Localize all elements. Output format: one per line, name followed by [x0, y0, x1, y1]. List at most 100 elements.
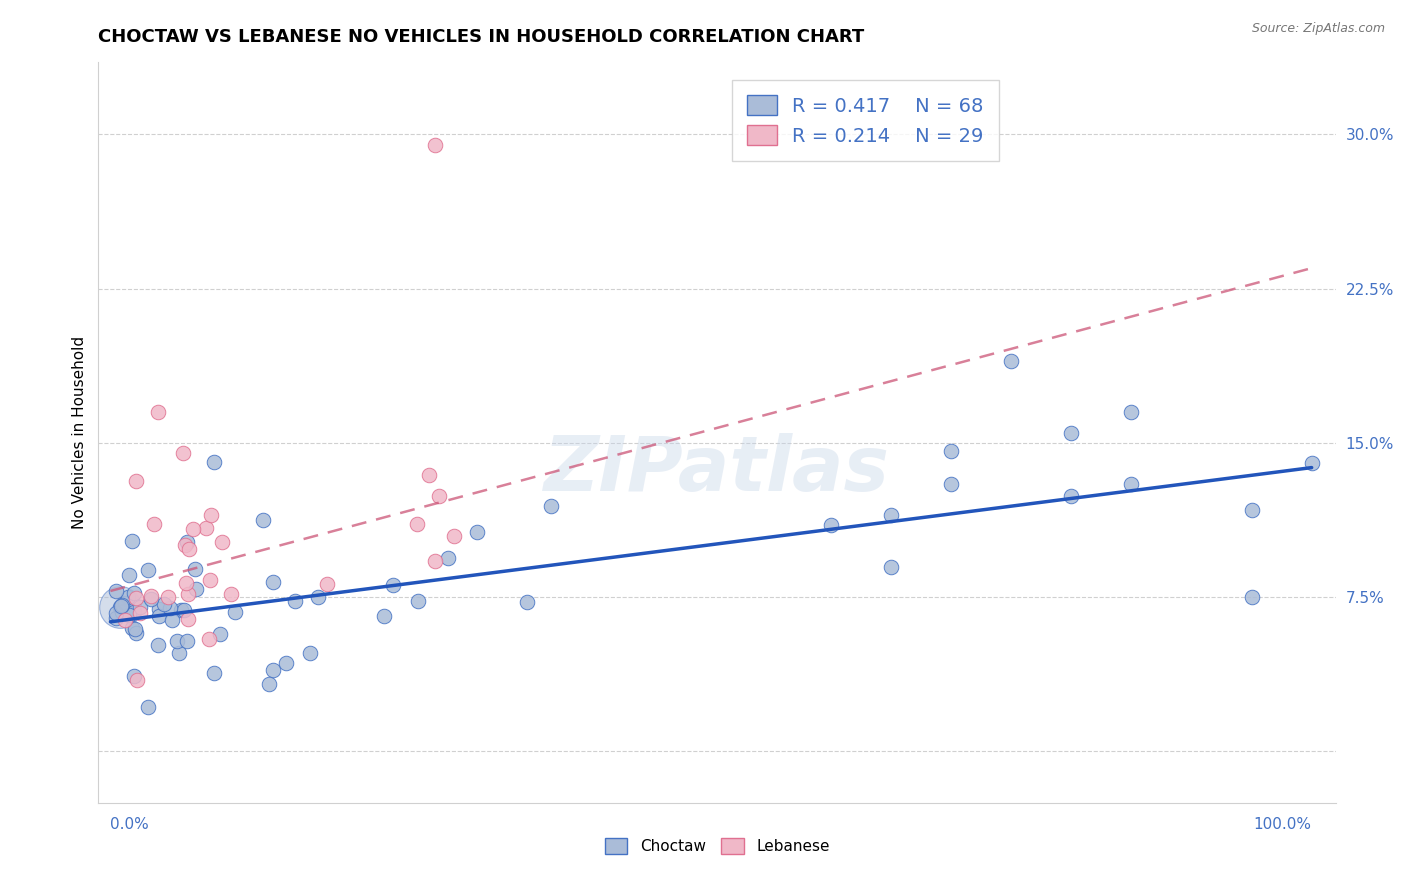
Point: [124, 622, 146, 636]
Point: [540, 499, 562, 513]
Point: [157, 591, 180, 605]
Point: [105, 583, 128, 598]
Point: [118, 607, 141, 622]
Text: CHOCTAW VS LEBANESE NO VEHICLES IN HOUSEHOLD CORRELATION CHART: CHOCTAW VS LEBANESE NO VEHICLES IN HOUSE…: [98, 28, 865, 45]
Point: [1060, 425, 1083, 440]
Point: [184, 582, 207, 596]
Point: [177, 611, 200, 625]
Point: [820, 518, 842, 533]
Point: [121, 533, 143, 548]
Point: [160, 613, 183, 627]
Point: [125, 591, 148, 605]
Point: [176, 633, 198, 648]
Point: [373, 609, 395, 624]
Point: [262, 575, 284, 590]
Point: [105, 611, 128, 625]
Point: [176, 534, 198, 549]
Point: [211, 534, 233, 549]
Point: [194, 521, 217, 535]
Point: [173, 538, 195, 552]
Point: [941, 444, 963, 458]
Point: [197, 632, 219, 646]
Point: [111, 598, 134, 612]
Point: [382, 577, 405, 591]
Point: [274, 657, 297, 671]
Point: [172, 446, 194, 460]
Point: [423, 554, 446, 568]
Point: [118, 568, 141, 582]
Point: [127, 673, 149, 688]
Y-axis label: No Vehicles in Household: No Vehicles in Household: [72, 336, 87, 529]
Point: [169, 646, 191, 660]
Point: [1240, 502, 1263, 516]
Point: [117, 590, 139, 604]
Point: [148, 405, 170, 419]
Point: [423, 137, 446, 152]
Point: [1121, 405, 1143, 419]
Point: [136, 563, 159, 577]
Point: [198, 573, 221, 587]
Point: [262, 663, 284, 677]
Point: [114, 596, 136, 610]
Point: [307, 590, 329, 604]
Point: [124, 605, 146, 619]
Point: [941, 477, 963, 491]
Point: [219, 587, 242, 601]
Point: [202, 665, 225, 680]
Point: [184, 562, 207, 576]
Point: [121, 621, 143, 635]
Point: [315, 577, 337, 591]
Point: [465, 525, 488, 540]
Point: [1000, 353, 1022, 368]
Point: [516, 594, 538, 608]
Point: [298, 646, 321, 660]
Text: ZIPatlas: ZIPatlas: [544, 433, 890, 507]
Point: [173, 603, 195, 617]
Point: [202, 455, 225, 469]
Point: [224, 605, 246, 619]
Point: [284, 594, 307, 608]
Point: [252, 513, 274, 527]
Point: [880, 508, 903, 522]
Point: [257, 677, 280, 691]
Point: [427, 489, 450, 503]
Point: [174, 576, 197, 591]
Point: [200, 508, 222, 523]
Point: [129, 606, 152, 620]
Point: [136, 700, 159, 714]
Point: [125, 626, 148, 640]
Point: [148, 608, 170, 623]
Point: [125, 474, 148, 488]
Point: [177, 541, 200, 556]
Point: [124, 586, 146, 600]
Point: [166, 633, 188, 648]
Point: [108, 600, 131, 615]
Point: [153, 597, 176, 611]
Point: [124, 668, 146, 682]
Point: [143, 516, 166, 531]
Point: [418, 467, 440, 482]
Point: [1301, 457, 1323, 471]
Point: [406, 516, 429, 531]
Point: [1240, 590, 1263, 604]
Point: [159, 601, 181, 615]
Point: [1060, 489, 1083, 503]
Point: [141, 589, 163, 603]
Point: [437, 551, 460, 566]
Point: [1121, 477, 1143, 491]
Point: [108, 600, 131, 615]
Point: [181, 522, 204, 536]
Text: 0.0%: 0.0%: [111, 817, 149, 832]
Legend: Choctaw, Lebanese: Choctaw, Lebanese: [598, 830, 837, 862]
Point: [114, 613, 136, 627]
Point: [139, 591, 162, 606]
Point: [110, 599, 132, 613]
Point: [443, 529, 465, 543]
Point: [209, 627, 232, 641]
Point: [129, 600, 152, 615]
Point: [170, 603, 193, 617]
Point: [111, 605, 134, 619]
Point: [406, 594, 429, 608]
Text: 100.0%: 100.0%: [1254, 817, 1312, 832]
Point: [880, 560, 903, 574]
